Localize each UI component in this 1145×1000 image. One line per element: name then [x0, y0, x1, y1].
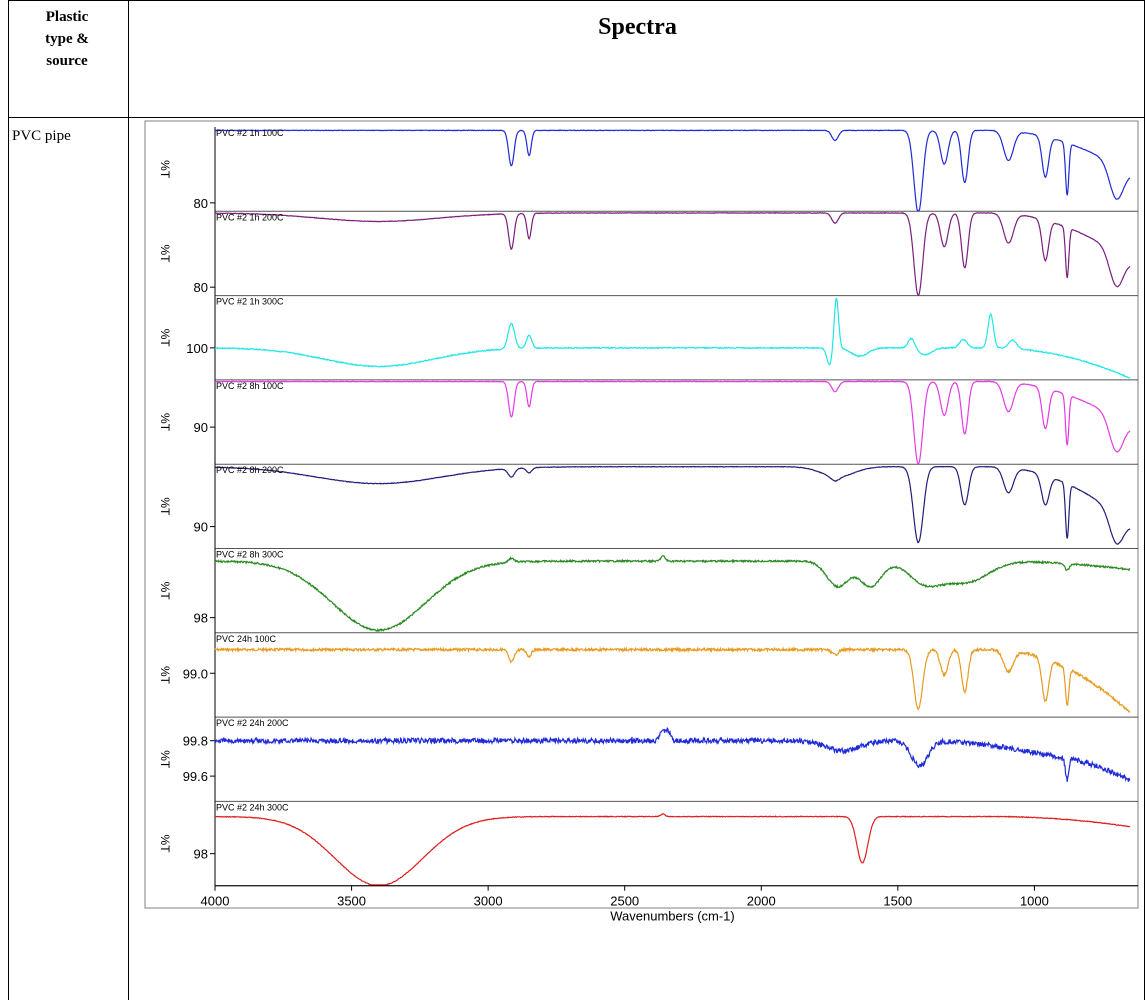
- y-tick-label: 90: [194, 520, 208, 535]
- panel-title: PVC #2 8h 100C: [216, 381, 284, 391]
- x-tick-label: 1500: [883, 894, 912, 909]
- spectrum-line: [214, 129, 1131, 212]
- x-tick-label: 3000: [474, 894, 503, 909]
- panel-title: PVC #2 8h 300C: [216, 550, 284, 560]
- spectrum-line: [214, 297, 1131, 379]
- x-tick-label: 4000: [201, 894, 230, 909]
- row-label-pvc-pipe: PVC pipe: [12, 128, 71, 144]
- spectrum-line: [214, 555, 1131, 633]
- spectrum-line: [214, 813, 1131, 886]
- panel-title: PVC #2 24h 200C: [216, 718, 289, 728]
- y-tick-label: 98: [194, 847, 208, 862]
- x-axis-label: Wavenumbers (cm-1): [610, 909, 734, 924]
- y-tick-label: 99.8: [183, 734, 208, 749]
- spectrum-line: [214, 380, 1131, 464]
- panel-ylabel: %T: [158, 160, 172, 179]
- header-spectra: Spectra: [598, 14, 677, 40]
- panel-ylabel: %T: [158, 666, 172, 685]
- panel-ylabel: %T: [158, 244, 172, 263]
- header-plastic-type: Plastic type & source: [12, 6, 122, 72]
- spectrum-line: [214, 211, 1131, 296]
- panel-ylabel: %T: [158, 582, 172, 601]
- panel-title: PVC #2 1h 200C: [216, 212, 284, 222]
- y-tick-label: 100: [186, 341, 208, 356]
- panel-title: PVC #2 8h 200C: [216, 465, 284, 475]
- spectrum-line: [214, 726, 1131, 783]
- y-tick-label: 98: [194, 611, 208, 626]
- x-tick-label: 2500: [610, 894, 639, 909]
- y-tick-label: 80: [194, 196, 208, 211]
- x-tick-label: 2000: [747, 894, 776, 909]
- header-line-3: source: [46, 53, 88, 69]
- spectrum-line: [214, 646, 1131, 713]
- chart-frame: [144, 120, 1139, 909]
- panel-ylabel: %T: [158, 750, 172, 769]
- x-tick-label: 3500: [337, 894, 366, 909]
- y-tick-label: 90: [194, 420, 208, 435]
- panel-title: PVC #2 1h 100C: [216, 128, 284, 138]
- panel-title: PVC 24h 100C: [216, 634, 277, 644]
- panel-title: PVC #2 24h 300C: [216, 802, 289, 812]
- y-tick-label: 99.0: [183, 666, 208, 681]
- panel-ylabel: %T: [158, 329, 172, 348]
- header-line-2: type &: [45, 31, 89, 47]
- panel-title: PVC #2 1h 300C: [216, 297, 284, 307]
- panel-ylabel: %T: [158, 413, 172, 432]
- header-line-1: Plastic: [45, 9, 89, 25]
- panel-ylabel: %T: [158, 497, 172, 516]
- panel-ylabel: %T: [158, 835, 172, 854]
- y-tick-label: 80: [194, 280, 208, 295]
- x-tick-label: 1000: [1020, 894, 1049, 909]
- y-tick-label: 99.6: [183, 769, 208, 784]
- spectrum-line: [214, 465, 1131, 545]
